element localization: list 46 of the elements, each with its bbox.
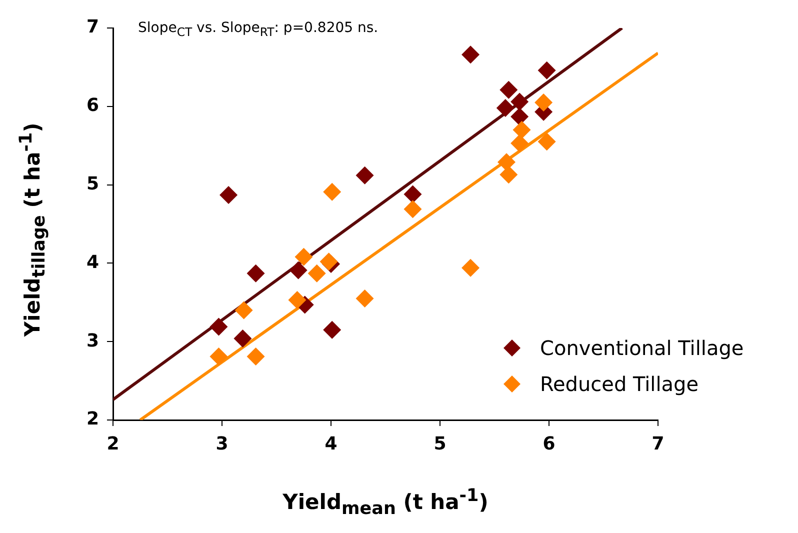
point: [294, 248, 313, 266]
point: [210, 318, 228, 336]
point: [512, 120, 531, 139]
point: [510, 134, 529, 152]
point: [404, 200, 422, 218]
point: [220, 186, 238, 204]
y-tick-label: 7: [86, 16, 99, 38]
point: [538, 61, 556, 80]
x-axis-title: Yield$_{mean}$ (t ha$^{-1}$): [282, 486, 490, 520]
x-tick-label: 3: [216, 433, 228, 454]
x-tick-label: 4: [324, 433, 338, 454]
y-tick-label: 2: [86, 408, 99, 430]
legend-label: Conventional Tillage: [540, 336, 744, 360]
point: [356, 166, 374, 184]
point: [246, 347, 265, 366]
point: [500, 80, 518, 99]
legend-label: Reduced Tillage: [540, 372, 699, 396]
y-tick-label: 3: [86, 330, 99, 352]
point: [510, 108, 529, 126]
x-tick-label: 6: [542, 433, 556, 454]
annotation: Slope$_{CT}$ vs. Slope$_{RT}$: p=0.8205 ns.: [138, 20, 378, 39]
point: [246, 264, 265, 282]
x-tick-label: 7: [652, 433, 664, 454]
point: [404, 185, 422, 204]
point: [462, 46, 480, 64]
point: [234, 301, 253, 320]
point: [496, 98, 514, 117]
point: [500, 166, 518, 184]
point: [288, 291, 306, 310]
point: [308, 264, 326, 282]
x-tick-label: 5: [434, 433, 446, 454]
point: [356, 289, 374, 308]
point: [510, 92, 529, 111]
point: [534, 93, 553, 112]
point: [323, 320, 342, 339]
point: [497, 153, 516, 172]
point: [210, 347, 228, 366]
point: [323, 182, 342, 201]
y-tick-label: 5: [86, 173, 99, 194]
point: [234, 329, 252, 348]
x-tick-label: 2: [106, 433, 120, 454]
point: [538, 132, 556, 151]
y-tick-label: 4: [86, 252, 99, 273]
y-tick-label: 6: [86, 95, 99, 116]
point: [289, 261, 308, 280]
point: [462, 258, 480, 277]
